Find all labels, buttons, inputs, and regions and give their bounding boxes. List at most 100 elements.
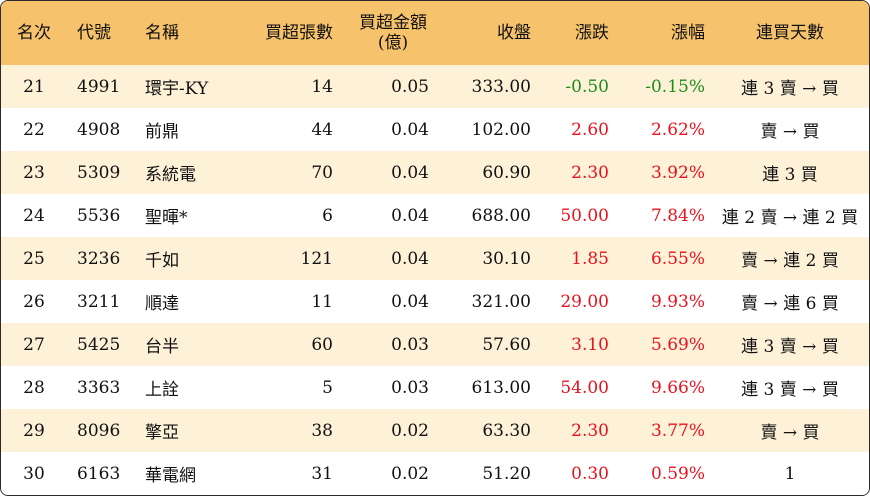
table-row: 30 6163 華電網 31 0.02 51.20 0.30 0.59% 1: [1, 452, 869, 495]
streak-cell: 1: [784, 463, 796, 484]
stock-code-cell: 8096: [77, 420, 121, 441]
table-row: 23 5309 系統電 70 0.04 60.90 2.30 3.92% 連 3…: [1, 151, 869, 194]
streak-cell: 連 3 賣 → 買: [741, 380, 839, 400]
change-cell: 2.30: [571, 420, 609, 441]
stock-name-cell: 前鼎: [145, 122, 179, 142]
header-rank: 名次: [17, 23, 51, 43]
net-lots-cell: 38: [311, 420, 333, 441]
net-amount-cell: 0.03: [391, 377, 429, 398]
stock-name-cell: 系統電: [145, 165, 196, 185]
table-row: 28 3363 上詮 5 0.03 613.00 54.00 9.66% 連 3…: [1, 366, 869, 409]
header-net-amount-line1: 買超金額: [359, 13, 427, 33]
change-cell: -0.50: [565, 76, 609, 97]
header-change-pct: 漲幅: [671, 23, 705, 43]
stock-code-cell: 4991: [77, 76, 121, 97]
change-pct-cell: 9.93%: [650, 291, 705, 312]
close-price-cell: 688.00: [471, 205, 531, 226]
streak-cell: 賣 → 買: [760, 122, 820, 142]
close-price-cell: 63.30: [482, 420, 531, 441]
net-lots-cell: 6: [322, 205, 333, 226]
change-cell: 1.85: [571, 248, 609, 269]
change-pct-cell: 6.55%: [650, 248, 705, 269]
streak-cell: 連 2 賣 → 連 2 買: [721, 208, 859, 228]
rank-cell: 22: [23, 119, 45, 140]
streak-cell: 賣 → 連 2 買: [741, 251, 839, 271]
net-amount-cell: 0.02: [391, 420, 429, 441]
rank-cell: 28: [23, 377, 45, 398]
rank-cell: 21: [23, 76, 45, 97]
change-pct-cell: 2.62%: [650, 119, 705, 140]
close-price-cell: 60.90: [482, 162, 531, 183]
rank-cell: 27: [23, 334, 45, 355]
net-lots-cell: 5: [322, 377, 333, 398]
change-pct-cell: -0.15%: [645, 76, 705, 97]
net-amount-cell: 0.03: [391, 334, 429, 355]
streak-cell: 連 3 賣 → 買: [741, 79, 839, 99]
table-row: 21 4991 環宇-KY 14 0.05 333.00 -0.50 -0.15…: [1, 65, 869, 108]
stock-code-cell: 5309: [77, 162, 121, 183]
stock-name-cell: 擎亞: [145, 423, 179, 443]
net-amount-cell: 0.04: [391, 162, 429, 183]
close-price-cell: 613.00: [471, 377, 531, 398]
net-lots-cell: 14: [311, 76, 333, 97]
change-cell: 29.00: [560, 291, 609, 312]
header-net-amount-line2: (億): [377, 33, 409, 53]
change-cell: 2.30: [571, 162, 609, 183]
table-row: 27 5425 台半 60 0.03 57.60 3.10 5.69% 連 3 …: [1, 323, 869, 366]
streak-cell: 連 3 賣 → 買: [741, 337, 839, 357]
table-header: 名次 代號 名稱 買超張數 買超金額 (億) 收盤 漲跌 漲幅 連買天數: [1, 1, 869, 65]
change-pct-cell: 3.77%: [650, 420, 705, 441]
change-cell: 54.00: [560, 377, 609, 398]
stock-name-cell: 千如: [145, 251, 179, 271]
stock-name-cell: 聖暉*: [145, 208, 188, 228]
header-code: 代號: [77, 23, 111, 43]
net-amount-cell: 0.04: [391, 248, 429, 269]
change-pct-cell: 5.69%: [650, 334, 705, 355]
header-streak: 連買天數: [756, 23, 824, 43]
change-pct-cell: 7.84%: [650, 205, 705, 226]
rank-cell: 30: [23, 463, 45, 484]
table-row: 26 3211 順達 11 0.04 321.00 29.00 9.93% 賣 …: [1, 280, 869, 323]
rank-cell: 24: [23, 205, 45, 226]
rank-cell: 26: [23, 291, 45, 312]
net-lots-cell: 44: [311, 119, 333, 140]
header-name: 名稱: [145, 23, 179, 43]
streak-cell: 賣 → 連 6 買: [741, 294, 839, 314]
change-cell: 0.30: [571, 463, 609, 484]
close-price-cell: 321.00: [471, 291, 531, 312]
table-row: 29 8096 擎亞 38 0.02 63.30 2.30 3.77% 賣 → …: [1, 409, 869, 452]
stock-code-cell: 5425: [77, 334, 121, 355]
table-row: 25 3236 千如 121 0.04 30.10 1.85 6.55% 賣 →…: [1, 237, 869, 280]
stock-name-cell: 台半: [145, 337, 179, 357]
stock-code-cell: 4908: [77, 119, 121, 140]
stock-name-cell: 上詮: [145, 380, 179, 400]
change-pct-cell: 0.59%: [650, 463, 705, 484]
net-lots-cell: 31: [311, 463, 333, 484]
stock-code-cell: 3363: [77, 377, 121, 398]
net-amount-cell: 0.04: [391, 291, 429, 312]
header-change: 漲跌: [575, 23, 609, 43]
change-cell: 50.00: [560, 205, 609, 226]
header-net-lots: 買超張數: [265, 23, 333, 43]
stock-name-cell: 華電網: [145, 466, 196, 486]
change-pct-cell: 3.92%: [650, 162, 705, 183]
net-lots-cell: 11: [311, 291, 333, 312]
net-amount-cell: 0.04: [391, 205, 429, 226]
rank-cell: 23: [23, 162, 45, 183]
stock-code-cell: 3211: [77, 291, 121, 312]
rank-cell: 29: [23, 420, 45, 441]
change-cell: 2.60: [571, 119, 609, 140]
close-price-cell: 333.00: [471, 76, 531, 97]
stock-name-cell: 環宇-KY: [145, 79, 209, 99]
net-amount-cell: 0.04: [391, 119, 429, 140]
header-close: 收盤: [497, 23, 531, 43]
close-price-cell: 57.60: [482, 334, 531, 355]
streak-cell: 賣 → 買: [760, 423, 820, 443]
change-pct-cell: 9.66%: [650, 377, 705, 398]
rank-cell: 25: [23, 248, 45, 269]
close-price-cell: 30.10: [482, 248, 531, 269]
change-cell: 3.10: [571, 334, 609, 355]
stock-code-cell: 5536: [77, 205, 121, 226]
